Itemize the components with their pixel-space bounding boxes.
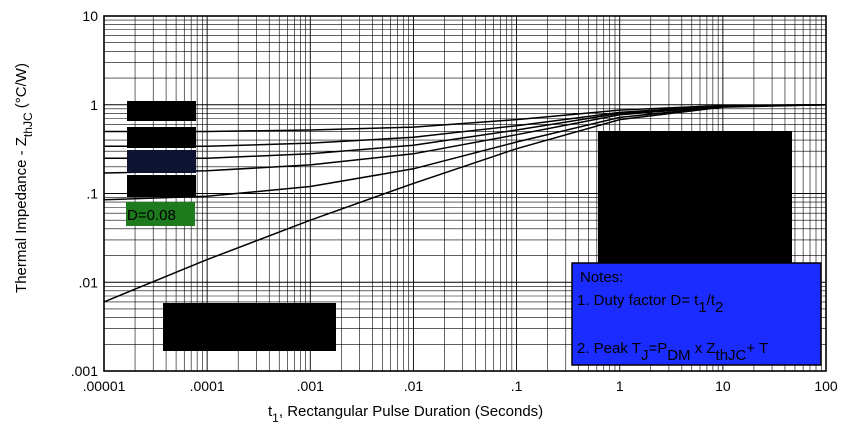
x-tick-label: .0001 bbox=[190, 378, 225, 394]
y-tick-label: 1 bbox=[90, 97, 98, 113]
x-axis-label-rest: , Rectangular Pulse Duration (Seconds) bbox=[279, 403, 543, 420]
note-2-x: x Z bbox=[691, 340, 716, 357]
y-tick-label: .1 bbox=[86, 186, 98, 202]
x-axis-label-main: t bbox=[268, 403, 273, 420]
y-axis-label-main: Thermal Impedance - Z bbox=[13, 137, 30, 293]
note-2-sub-j: J bbox=[641, 347, 649, 364]
legend-blackout-1 bbox=[127, 101, 196, 121]
legend-blackout-4 bbox=[127, 175, 196, 197]
note-1-sub2: 2 bbox=[715, 299, 723, 316]
note-2-prefix: 2. Peak T bbox=[577, 340, 641, 357]
x-axis-label-sub: 1 bbox=[272, 411, 279, 425]
x-axis-label: t1, Rectangular Pulse Duration (Seconds) bbox=[268, 403, 543, 425]
x-tick-label: .1 bbox=[511, 378, 523, 394]
note-2: 2. Peak TJ=PDM x ZthJC+ T bbox=[577, 340, 768, 364]
note-1-mid: /t bbox=[707, 292, 716, 309]
curve-6 bbox=[103, 104, 827, 303]
note-1-prefix: 1. Duty factor D= t bbox=[577, 292, 699, 309]
y-axis-label-sub: thJC bbox=[21, 112, 35, 137]
y-tick-labels: .001 .01 .1 1 10 bbox=[71, 8, 98, 379]
notes-title: Notes: bbox=[580, 269, 623, 286]
note-1-sub1: 1 bbox=[698, 299, 706, 316]
x-tick-label: .01 bbox=[404, 378, 424, 394]
d-label-box bbox=[126, 202, 195, 226]
legend-blackout-2 bbox=[127, 127, 196, 148]
y-axis-label: Thermal Impedance - ZthJC (°C/W) bbox=[13, 63, 35, 293]
plot-frame bbox=[103, 15, 827, 372]
blackout-right bbox=[598, 131, 792, 264]
notes-box bbox=[571, 262, 822, 366]
note-2-eq: =P bbox=[648, 340, 667, 357]
grid bbox=[103, 16, 826, 372]
x-tick-label: .001 bbox=[297, 378, 324, 394]
note-2-plus: + T bbox=[746, 340, 768, 357]
note-2-sub-dm: DM bbox=[667, 347, 690, 364]
x-tick-label: 100 bbox=[814, 378, 838, 394]
legend-blackout-3 bbox=[127, 150, 196, 173]
note-2-sub-thjc: thJC bbox=[716, 347, 747, 364]
x-tick-label: .00001 bbox=[83, 378, 126, 394]
d-label-text: D=0.08 bbox=[127, 207, 176, 224]
curves bbox=[103, 104, 827, 303]
x-tick-label: 1 bbox=[616, 378, 624, 394]
x-tick-labels: .00001 .0001 .001 .01 .1 1 10 100 bbox=[83, 378, 838, 394]
note-1: 1. Duty factor D= t1/t2 bbox=[577, 292, 723, 316]
y-tick-label: .01 bbox=[79, 274, 99, 290]
blackout-bottom-left bbox=[163, 303, 336, 351]
y-tick-label: .001 bbox=[71, 363, 98, 379]
curve-4 bbox=[103, 104, 827, 174]
y-tick-label: 10 bbox=[82, 8, 98, 24]
y-axis-label-unit: (°C/W) bbox=[13, 63, 30, 112]
x-tick-label: 10 bbox=[715, 378, 731, 394]
